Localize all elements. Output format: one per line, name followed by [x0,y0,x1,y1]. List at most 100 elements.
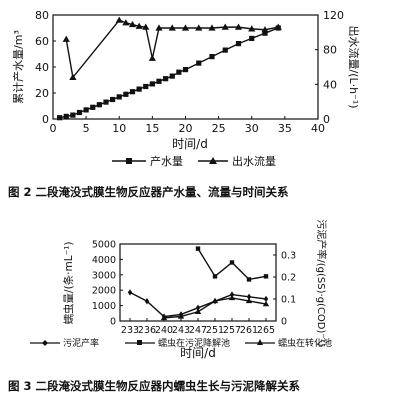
series-water-volume-point [222,47,228,53]
legend-label-worms-conversion: 蠕虫在转化池 [278,337,332,349]
series-water-volume-point [57,115,63,121]
series-water-volume-point [143,83,149,90]
legend-marker-diamond [42,340,48,346]
series-flow-rate-point [62,35,70,42]
y-tick-label-left: 0 [42,113,49,126]
y-tick-label-left: 80 [35,9,49,22]
x-tick-label: 15 [145,122,159,135]
series-flow-rate-point [135,22,143,29]
series-water-volume-point [136,86,142,92]
x-tick-label: 40 [311,122,325,135]
series-sludge-yield-point [246,293,252,300]
series-flow-rate-point [128,20,137,28]
x-tick-label: 30 [245,122,259,135]
series-flow-rate-point [155,24,163,31]
series-flow-rate-point [69,73,77,80]
series-water-volume-point [235,41,242,47]
x-tick-label: 251 [206,325,224,336]
series-sludge-yield-point [263,295,269,303]
legend-label-worms-degradation: 蠕虫在污泥降解池 [158,337,230,349]
x-tick-label: 257 [223,325,241,336]
series-sludge-yield-point [195,304,201,311]
series-worms-conversion-point [194,308,202,314]
y-tick-label-right: 80 [323,44,337,57]
x-tick-label: 247 [189,325,207,336]
series-worms-degradation-point [195,246,201,251]
series-worms-degradation-point [263,274,269,279]
x-tick-label: 261 [240,325,258,336]
y-tick-label-left: 5000 [92,240,116,251]
legend-label-flow: 出水流量 [232,154,276,168]
series-water-volume-point [163,76,169,82]
series-water-volume-point [209,54,215,60]
series-flow-rate-point [181,24,190,31]
fig2-series [57,16,282,121]
x-tick-label: 5 [83,122,90,135]
series-water-volume-point [182,67,189,73]
legend-label-water-volume: 产水量 [150,154,183,168]
y-tick-label-left: 2000 [92,286,116,297]
fig2-y-axis-label-right: 出水流量/(L·h⁻¹) [347,25,361,108]
legend-marker-triangle [209,157,217,164]
series-flow-rate-point [208,24,216,31]
series-water-volume-point [149,81,155,87]
fig2-x-ticks: 0 5 10 15 20 25 30 35 40 [50,116,325,135]
x-tick-label: 236 [138,325,156,336]
x-tick-label: 240 [155,325,173,336]
fig2-left-y-ticks: 0 20 40 60 80 [35,9,56,126]
fig2-x-axis-label: 时间/d [172,137,208,151]
y-tick-label-left: 3000 [92,270,116,281]
series-worms-conversion-point [228,294,236,301]
fig3-y-axis-label-left: 蠕虫量/(条·mL⁻¹) [62,242,75,325]
series-flow-rate-point [261,26,269,33]
fig3-series [127,246,270,321]
series-water-volume-point [176,69,182,75]
series-worms-degradation-point [246,277,252,282]
y-tick-label-right: 0.2 [281,273,296,284]
legend-label-sludge-yield: 污泥产率 [63,337,99,349]
fig3-caption: 图 3 二段淹没式膜生物反应器内蠕虫生长与污泥降解关系 [8,379,301,393]
series-water-volume-point [110,96,116,103]
series-flow-rate-point [195,24,203,31]
y-tick-label-left: 0 [110,317,116,328]
series-worms-degradation-point [212,274,218,279]
series-water-volume-point [249,35,255,41]
series-worms-conversion-point [177,313,185,319]
y-tick-label-right: 120 [323,9,344,22]
series-water-volume-point [169,73,175,79]
series-water-volume-point [196,60,202,66]
x-tick-label: 265 [257,325,275,336]
series-flow-rate-point [148,54,156,61]
series-water-volume-point [156,78,162,84]
series-water-volume-point [90,104,96,110]
y-tick-label-right: 0.3 [281,251,296,262]
fig3-legend: 污泥产率 蠕虫在污泥降解池 蠕虫在转化池 [30,337,332,349]
legend-marker-square-small [137,340,142,345]
fig3-y-axis-label-right: 污泥产率/(g(SS)·g(COD)⁻¹) [315,219,328,346]
series-flow-rate-point [221,23,229,30]
fig2-caption: 图 2 二段淹没式膜生物反应器产水量、流量与时间关系 [8,185,289,199]
x-tick-label: 243 [172,325,190,336]
x-tick-label: 233 [121,325,139,336]
y-tick-label-left: 1000 [92,301,116,312]
y-tick-label-right: 0 [281,317,287,328]
series-flow-rate-point [122,19,130,26]
series-flow-rate-point [142,23,150,30]
series-flow-rate-point [115,16,123,23]
series-water-volume-point [262,30,268,36]
series-water-volume-point [96,102,102,108]
fig2-y-axis-label-left: 累计产水量/m³ [11,30,25,104]
series-water-volume-point [76,109,83,116]
series-water-volume-point [70,112,76,118]
series-worms-degradation-point [229,260,235,265]
y-tick-label-left: 20 [35,87,49,100]
series-water-volume-point [116,94,122,100]
series-worms-conversion-point [211,297,219,304]
series-water-volume-line [59,27,279,119]
x-tick-label: 10 [112,122,126,135]
series-water-volume-point [129,89,136,95]
fig2-right-y-ticks: 0 40 80 120 [315,9,344,126]
